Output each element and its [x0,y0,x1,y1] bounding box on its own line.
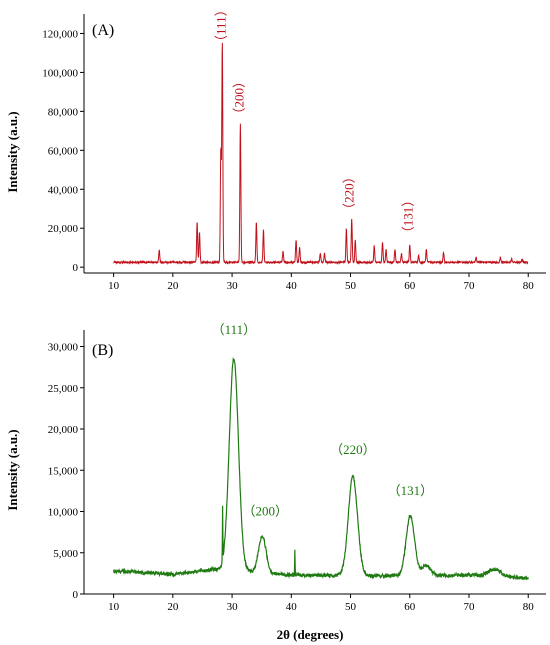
panel-a-pattern-line [113,42,529,266]
panel-a-peak-label: （111） [213,3,228,48]
panel-b-y-axis-title: Intensity (a.u.) [5,429,20,510]
panel-b-peak-label: （111） [212,322,257,337]
panel-a-x-tick-label: 20 [167,280,179,292]
x-axis-title: 2θ (degrees) [277,627,344,642]
panel-b-x-tick-label: 30 [227,601,239,613]
panel-b-peak-label: （200） [242,504,288,519]
panel-a-x-tick-label: 80 [523,280,535,292]
panel-b-y-tick-label: 5,000 [53,548,78,560]
panel-b-y-tick-label: 0 [73,589,79,601]
panel-b-y-tick-label: 20,000 [48,424,79,436]
panel-b-x-tick-label: 60 [404,601,416,613]
panel-b-y-tick-label: 30,000 [48,342,79,354]
panel-b-peak-labels: （111） （200） （220） （131） [212,322,434,519]
panel-b-x-tick-label: 80 [523,601,535,613]
panel-a-series [113,42,529,266]
panel-a-x-tick-label: 10 [108,280,120,292]
panel-a-x-tick-label: 70 [464,280,476,292]
panel-a-x-tick-label: 60 [404,280,416,292]
panel-a-y-tick-label: 80,000 [48,106,79,118]
panel-b-chart: (B) Intensity (a.u.) 2θ (degrees) 0 5,000… [5,322,546,642]
panel-a-peak-label: （200） [231,75,246,121]
panel-a-peak-label: （220） [342,170,357,216]
panel-b-peak-label: （131） [388,483,434,498]
panel-a-y-axis-title: Intensity (a.u.) [5,111,20,192]
panel-a-y-tick-label: 100,000 [42,67,78,79]
panel-b-peak-label: （220） [330,442,376,457]
panel-b-y-tick-label: 25,000 [48,383,79,395]
panel-a-axes: 0 20,000 40,000 60,000 80,000 100,000 120,000 1… [42,14,546,292]
panel-a-peak-label: （131） [401,194,416,240]
panel-a-chart: (A) Intensity (a.u.) 0 20,000 40,000 60,000… [5,3,546,292]
panel-b-pattern-line [113,357,529,581]
panel-a-y-tick-label: 0 [73,262,79,274]
panel-b-label: (B) [92,342,113,359]
panel-b-y-tick-label: 10,000 [48,507,79,519]
panel-a-x-tick-label: 40 [286,280,298,292]
panel-a-x-tick-label: 50 [345,280,357,292]
panel-b-x-tick-label: 50 [345,601,357,613]
panel-a-y-tick-label: 40,000 [48,184,79,196]
panel-a-y-tick-label: 120,000 [42,28,78,40]
panel-b-x-tick-label: 40 [286,601,298,613]
panel-b-y-tick-label: 15,000 [48,465,79,477]
panel-b-x-tick-label: 70 [464,601,476,613]
panel-b-x-tick-label: 20 [167,601,179,613]
panel-a-y-tick-label: 60,000 [48,145,79,157]
panel-b-x-tick-label: 10 [108,601,120,613]
panel-a-x-tick-label: 30 [227,280,239,292]
panel-a-y-tick-label: 20,000 [48,223,79,235]
panel-b-axes: 0 5,000 10,000 15,000 20,000 25,000 30,000 10 20… [48,330,546,613]
panel-a-label: (A) [92,22,114,39]
panel-b-series [113,357,529,581]
panel-a-peak-labels: （111） （200） （220） （131） [213,3,415,239]
